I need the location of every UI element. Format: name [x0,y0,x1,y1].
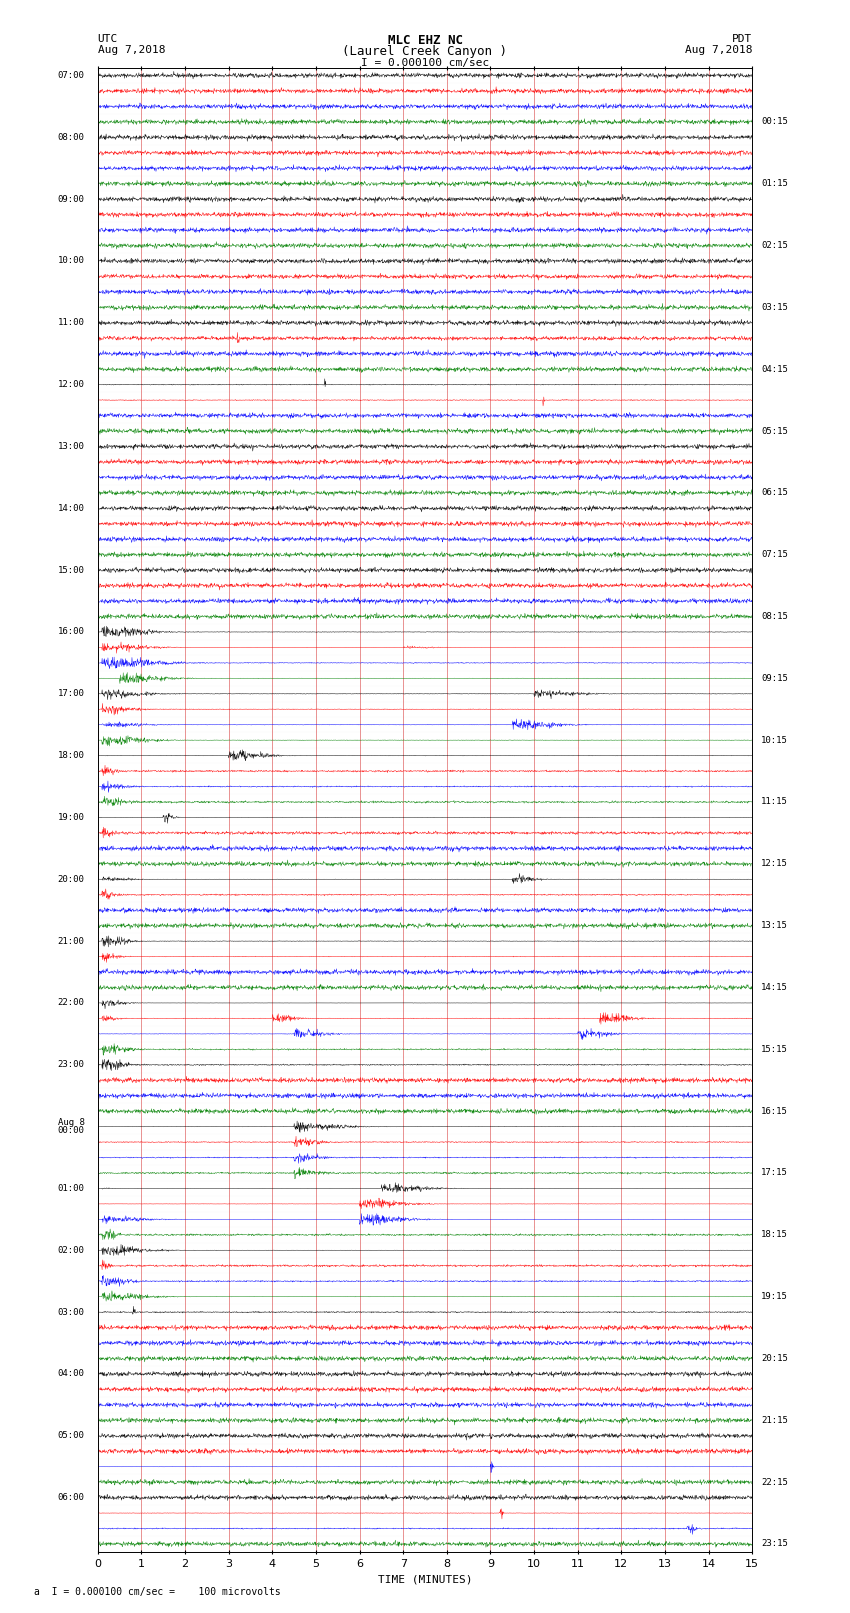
Text: I = 0.000100 cm/sec: I = 0.000100 cm/sec [361,58,489,68]
Text: 05:00: 05:00 [58,1431,85,1440]
Text: 06:00: 06:00 [58,1494,85,1502]
Text: 19:00: 19:00 [58,813,85,823]
Text: UTC: UTC [98,34,118,44]
Text: 03:00: 03:00 [58,1308,85,1316]
Text: Aug 8: Aug 8 [58,1118,85,1127]
Text: Aug 7,2018: Aug 7,2018 [98,45,165,55]
Text: 20:15: 20:15 [761,1353,788,1363]
Text: 17:15: 17:15 [761,1168,788,1177]
Text: 09:00: 09:00 [58,195,85,203]
Text: 13:00: 13:00 [58,442,85,452]
Text: 08:15: 08:15 [761,611,788,621]
Text: 08:00: 08:00 [58,132,85,142]
Text: PDT: PDT [732,34,752,44]
Text: 11:15: 11:15 [761,797,788,806]
Text: 17:00: 17:00 [58,689,85,698]
Text: 21:15: 21:15 [761,1416,788,1424]
Text: 21:00: 21:00 [58,937,85,945]
Text: 02:00: 02:00 [58,1245,85,1255]
Text: 18:00: 18:00 [58,752,85,760]
Text: 20:00: 20:00 [58,874,85,884]
Text: 15:00: 15:00 [58,566,85,574]
Text: 06:15: 06:15 [761,489,788,497]
Text: MLC EHZ NC: MLC EHZ NC [388,34,462,47]
Text: 01:15: 01:15 [761,179,788,189]
Text: 01:00: 01:00 [58,1184,85,1194]
Text: 03:15: 03:15 [761,303,788,311]
Text: a  I = 0.000100 cm/sec =    100 microvolts: a I = 0.000100 cm/sec = 100 microvolts [34,1587,280,1597]
X-axis label: TIME (MINUTES): TIME (MINUTES) [377,1574,473,1584]
Text: 07:00: 07:00 [58,71,85,81]
Text: 18:15: 18:15 [761,1231,788,1239]
Text: 07:15: 07:15 [761,550,788,560]
Text: 04:00: 04:00 [58,1369,85,1379]
Text: 12:00: 12:00 [58,381,85,389]
Text: 02:15: 02:15 [761,240,788,250]
Text: 23:15: 23:15 [761,1539,788,1548]
Text: 19:15: 19:15 [761,1292,788,1302]
Text: 00:00: 00:00 [58,1126,85,1136]
Text: 10:15: 10:15 [761,736,788,745]
Text: 12:15: 12:15 [761,860,788,868]
Text: (Laurel Creek Canyon ): (Laurel Creek Canyon ) [343,45,507,58]
Text: 14:15: 14:15 [761,982,788,992]
Text: 22:15: 22:15 [761,1478,788,1487]
Text: 14:00: 14:00 [58,503,85,513]
Text: Aug 7,2018: Aug 7,2018 [685,45,752,55]
Text: 23:00: 23:00 [58,1060,85,1069]
Text: 22:00: 22:00 [58,998,85,1008]
Text: 00:15: 00:15 [761,118,788,126]
Text: 04:15: 04:15 [761,365,788,374]
Text: 16:00: 16:00 [58,627,85,637]
Text: 09:15: 09:15 [761,674,788,682]
Text: 05:15: 05:15 [761,426,788,436]
Text: 16:15: 16:15 [761,1107,788,1116]
Text: 15:15: 15:15 [761,1045,788,1053]
Text: 10:00: 10:00 [58,256,85,266]
Text: 13:15: 13:15 [761,921,788,931]
Text: 11:00: 11:00 [58,318,85,327]
